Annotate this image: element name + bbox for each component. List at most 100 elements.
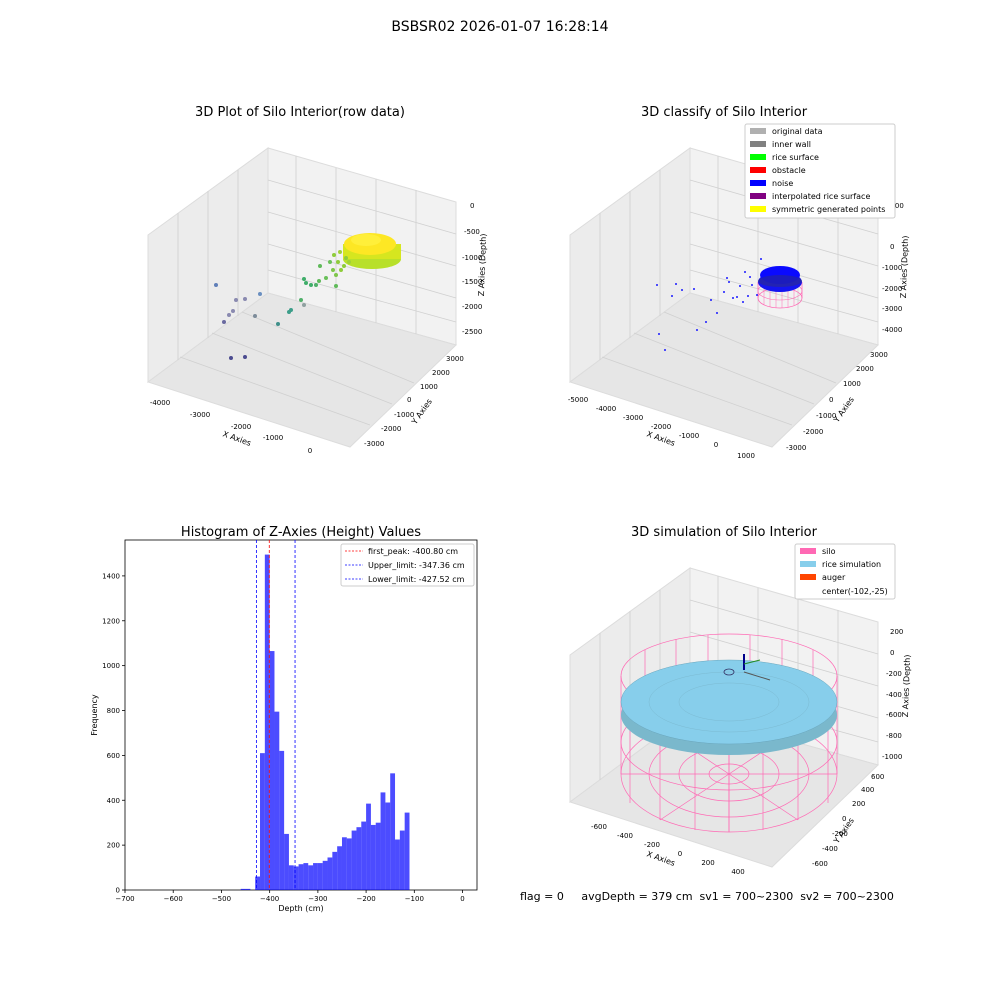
- legend-label: obstacle: [772, 166, 806, 175]
- classify-legend-box: [744, 123, 896, 219]
- simulation-ytick: 0: [842, 815, 846, 823]
- classify-xlabel: X Axies: [645, 429, 676, 448]
- histogram-bar: [284, 833, 289, 890]
- classify-xtick: -3000: [623, 414, 643, 422]
- histogram-xtick-label: −700: [115, 895, 134, 903]
- classify-xtick: -4000: [596, 405, 616, 413]
- simulation-xtick: 400: [731, 868, 744, 876]
- raw-xtick: -3000: [190, 411, 210, 419]
- histogram-bar: [308, 865, 314, 890]
- raw-ticks: -4000 -3000 -2000 -1000 0 -3000 -2000 -1…: [150, 202, 483, 455]
- histogram-xtick-label: −600: [164, 895, 183, 903]
- histogram-bar: [317, 863, 323, 890]
- legend-swatch-obstacle: [750, 167, 766, 173]
- classify-ytick: -3000: [786, 444, 806, 452]
- histogram-reference-lines: [255, 540, 296, 890]
- simulation-ytick: 200: [852, 800, 865, 808]
- legend-swatch-interpolated-rice-surface: [750, 193, 766, 199]
- simulation-xtick: 200: [701, 859, 714, 867]
- simulation-ztick: -400: [886, 691, 902, 699]
- histogram-bar: [245, 888, 251, 890]
- classify-ytick: 1000: [843, 380, 861, 388]
- histogram-bar: [351, 830, 357, 890]
- classify-ztick: -1000: [882, 264, 902, 272]
- raw-ztick: -1000: [462, 254, 482, 262]
- histogram-ytick-label: 200: [107, 842, 120, 850]
- histogram-xtick-label: −500: [212, 895, 231, 903]
- simulation-ztick: 200: [890, 628, 903, 636]
- histogram-xticks: −700 −600 −500 −400 −300 −200 −100 0: [115, 890, 465, 903]
- histogram-bar: [279, 750, 285, 890]
- simulation-legend-box: [794, 543, 896, 600]
- histogram-axes-frame: [124, 539, 478, 891]
- legend-label: rice simulation: [822, 560, 881, 569]
- histogram-bar: [356, 827, 362, 890]
- histogram-ytick-label: 800: [107, 707, 120, 715]
- histogram-bar: [395, 839, 400, 890]
- legend-label: noise: [772, 179, 793, 188]
- simulation-ytick: 400: [861, 786, 874, 794]
- histogram-ytick-label: 400: [107, 797, 120, 805]
- classify-ytick: -2000: [803, 428, 823, 436]
- legend-swatch-symmetric-generated-points: [750, 206, 766, 212]
- legend-label: symmetric generated points: [772, 205, 885, 214]
- raw-ztick: -2000: [462, 303, 482, 311]
- legend-label: Lower_limit: -427.52 cm: [368, 575, 465, 584]
- histogram-bar: [337, 846, 342, 890]
- histogram-legend: first_peak: -400.80 cm Upper_limit: -347…: [340, 543, 475, 587]
- classify-xtick: 1000: [737, 452, 755, 460]
- histogram-bar: [370, 824, 376, 890]
- figure-suptitle: BSBSR02 2026-01-07 16:28:14: [391, 19, 608, 35]
- simulation-ytick: -600: [812, 860, 828, 868]
- panel-simulation-3d: 3D simulation of Silo Interior: [568, 525, 912, 876]
- histogram-bar: [390, 773, 396, 890]
- histogram-bar: [240, 888, 246, 890]
- classify-ztick: 0: [890, 243, 894, 251]
- histogram-ytick-label: 1200: [102, 617, 120, 625]
- legend-label: auger: [822, 573, 846, 582]
- legend-label: first_peak: -400.80 cm: [368, 547, 458, 556]
- classify-silo-cylinder: [757, 266, 803, 309]
- raw-xtick: -4000: [150, 399, 170, 407]
- histogram-xtick-label: −300: [308, 895, 327, 903]
- raw-xlabel: X Axies: [221, 429, 252, 448]
- histogram-bar: [274, 711, 280, 890]
- histogram-xtick-label: −400: [260, 895, 279, 903]
- raw-title: 3D Plot of Silo Interior(row data): [195, 105, 405, 120]
- histogram-xtick-label: −100: [405, 895, 424, 903]
- raw-ytick: -2000: [381, 425, 401, 433]
- simulation-ticks: -600 -400 -200 0 200 400 -600 -400 -200 …: [591, 628, 903, 876]
- simulation-zlabel: Z Axies (Depth): [901, 654, 912, 717]
- histogram-bar: [380, 792, 386, 890]
- classify-zlabel: Z Axies (Depth): [899, 235, 910, 298]
- raw-zlabel: Z Axies (Depth): [477, 233, 488, 296]
- classify-ztick: -2000: [882, 285, 902, 293]
- legend-swatch-rice-simulation: [800, 561, 816, 567]
- status-line: flag = 0 avgDepth = 379 cm sv1 = 700~230…: [520, 890, 894, 903]
- simulation-xtick: 0: [678, 850, 682, 858]
- raw-ytick: 1000: [420, 383, 438, 391]
- legend-swatch-original-data: [750, 128, 766, 134]
- histogram-ytick-label: 0: [116, 887, 120, 895]
- simulation-rice-surface: [620, 659, 838, 755]
- histogram-ytick-label: 1000: [102, 662, 120, 670]
- histogram-bar: [288, 865, 294, 890]
- legend-label: inner wall: [772, 140, 811, 149]
- classify-pane-floor: [568, 292, 879, 448]
- classify-gridlines: [599, 156, 879, 426]
- classify-title: 3D classify of Silo Interior: [641, 105, 808, 120]
- histogram-bar: [313, 863, 318, 890]
- raw-ztick: -2500: [462, 328, 482, 336]
- classify-ytick: 0: [829, 396, 833, 404]
- histogram-bars: [240, 554, 410, 890]
- histogram-bar: [269, 651, 275, 890]
- histogram-yticks: 0 200 400 600 800 1000 1200 1400: [102, 572, 125, 895]
- histogram-bar: [260, 753, 265, 890]
- legend-label: rice surface: [772, 153, 819, 162]
- legend-swatch-auger: [800, 574, 816, 580]
- histogram-bar: [366, 803, 371, 890]
- raw-xtick: -1000: [263, 434, 283, 442]
- histogram-ylabel: Frequency: [90, 694, 99, 736]
- classify-ytick: -1000: [816, 412, 836, 420]
